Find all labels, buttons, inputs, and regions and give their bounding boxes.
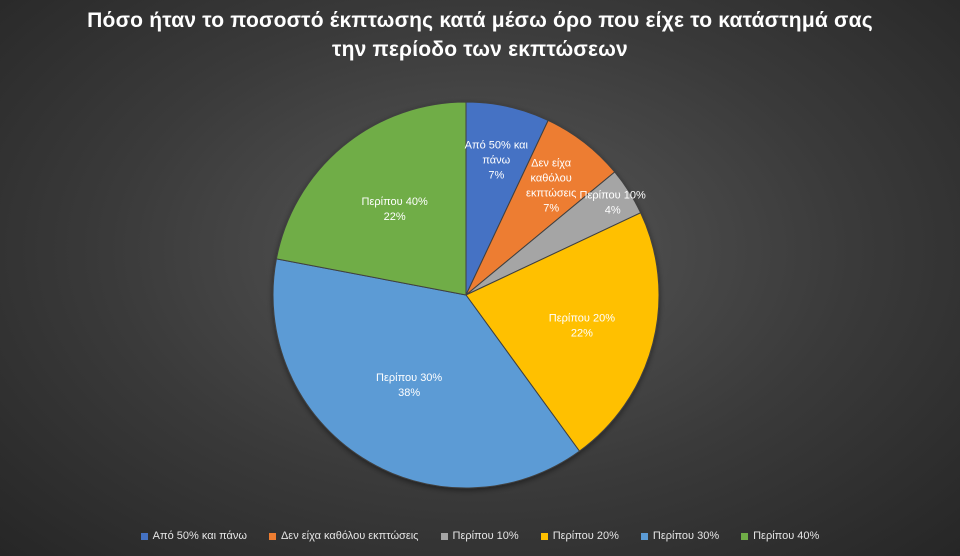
slice-label-1: Από 50% και πάνω 7% bbox=[465, 139, 529, 181]
legend-label: Από 50% και πάνω bbox=[152, 530, 247, 542]
chart-title-line-1: Πόσο ήταν το ποσοστό έκπτωσης κατά μέσω … bbox=[87, 9, 873, 32]
slice-label-4: Περίπου 20% 22% bbox=[549, 312, 615, 339]
legend-item-2: Δεν είχα καθόλου εκπτώσεις bbox=[268, 530, 419, 542]
legend-item-3: Περίπου 10% bbox=[440, 530, 519, 542]
legend-swatch bbox=[140, 532, 148, 540]
legend-item-6: Περίπου 40% bbox=[741, 530, 819, 542]
legend-swatch bbox=[640, 532, 648, 540]
pie-slice-6 bbox=[275, 101, 467, 296]
legend-label: Περίπου 10% bbox=[452, 530, 519, 542]
legend-item-1: Από 50% και πάνω bbox=[140, 530, 247, 542]
legend-swatch bbox=[440, 532, 448, 540]
pie-slice-4 bbox=[465, 212, 660, 452]
chart-title-line-2: την περίοδο των εκπτώσεων bbox=[332, 38, 628, 61]
legend-item-4: Περίπου 20% bbox=[540, 530, 619, 542]
legend-swatch bbox=[268, 532, 276, 540]
legend-swatch bbox=[540, 532, 548, 540]
legend-item-5: Περίπου 30% bbox=[640, 530, 720, 542]
slice-label-2: Δεν είχα καθόλου εκπτώσεις 7% bbox=[526, 158, 576, 215]
legend-label: Περίπου 20% bbox=[552, 530, 619, 542]
legend-label: Περίπου 40% bbox=[753, 530, 820, 542]
pie-slice-5 bbox=[272, 258, 581, 489]
chart-title: Πόσο ήταν το ποσοστό έκπτωσης κατά μέσω … bbox=[0, 6, 960, 64]
legend-label: Περίπου 30% bbox=[652, 530, 720, 542]
legend-swatch bbox=[741, 532, 749, 540]
legend-label: Δεν είχα καθόλου εκπτώσεις bbox=[280, 530, 419, 542]
slice-label-5: Περίπου 30% 38% bbox=[376, 372, 442, 399]
slice-label-3: Περίπου 10% 4% bbox=[580, 189, 646, 216]
slice-label-6: Περίπου 40% 22% bbox=[362, 196, 428, 223]
chart-legend: Από 50% και πάνω Δεν είχα καθόλου εκπτώσε… bbox=[0, 530, 960, 542]
